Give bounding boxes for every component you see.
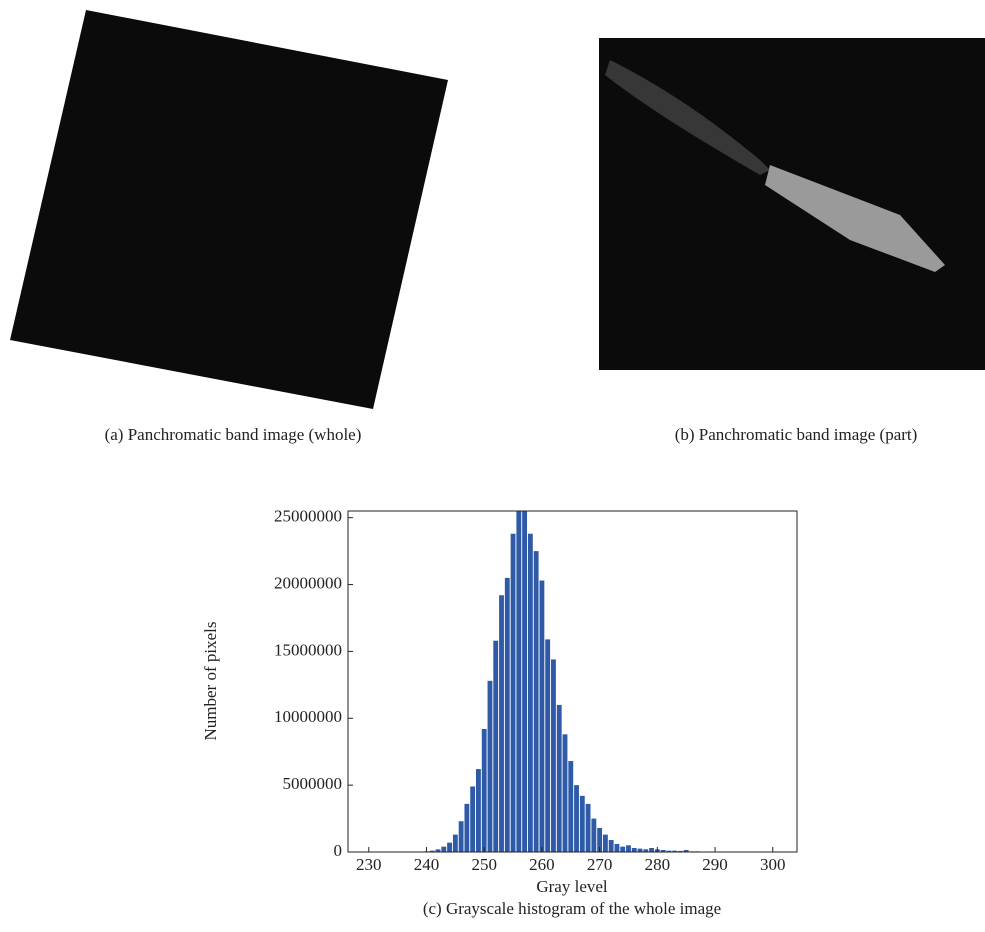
x-tick-label: 230 [356,855,382,874]
caption: (b) Panchromatic band image (part) [675,425,918,444]
x-tick-label: 250 [471,855,497,874]
bar [620,847,625,852]
x-axis-label: Gray level [536,877,608,896]
bar [482,729,487,852]
y-tick-label: 20000000 [274,573,342,592]
bar [464,804,469,852]
bar [528,534,533,852]
bar [516,511,521,852]
x-tick-label: 300 [760,855,786,874]
x-tick-label: 270 [587,855,613,874]
chart-title: (c) Grayscale histogram of the whole ima… [423,899,721,918]
bar [488,681,493,852]
y-axis-label: Number of pixels [201,622,220,741]
bar [638,849,643,852]
caption: (a) Panchromatic band image (whole) [105,425,362,444]
bar [441,847,446,852]
bar [551,659,556,852]
y-tick-label: 10000000 [274,707,342,726]
y-tick-label: 15000000 [274,640,342,659]
bar [511,534,516,852]
x-tick-label: 260 [529,855,555,874]
bar [453,835,458,852]
bar [591,819,596,852]
bar [649,848,654,852]
x-tick-label: 290 [702,855,728,874]
panchromatic-whole-image [10,10,448,409]
bar [615,844,620,852]
bar [470,786,475,852]
x-tick-label: 280 [645,855,671,874]
bar [580,796,585,852]
bar [522,511,527,852]
bar [447,843,452,852]
y-tick-label: 5000000 [283,774,343,793]
y-tick-label: 25000000 [274,507,342,526]
bar [499,595,504,852]
bar [493,641,498,852]
panchromatic-part-image [599,38,985,370]
bar [476,769,481,852]
bar [459,821,464,852]
y-tick-label: 0 [334,841,343,860]
bar [563,734,568,852]
bar [568,761,573,852]
bar [505,578,510,852]
bar [574,785,579,852]
bar [586,804,591,852]
bar [632,848,637,852]
bar [603,835,608,852]
bar [545,639,550,852]
bar [609,840,614,852]
bar [539,581,544,852]
bar [534,551,539,852]
bar [557,705,562,852]
x-tick-label: 240 [414,855,440,874]
bar [626,845,631,852]
